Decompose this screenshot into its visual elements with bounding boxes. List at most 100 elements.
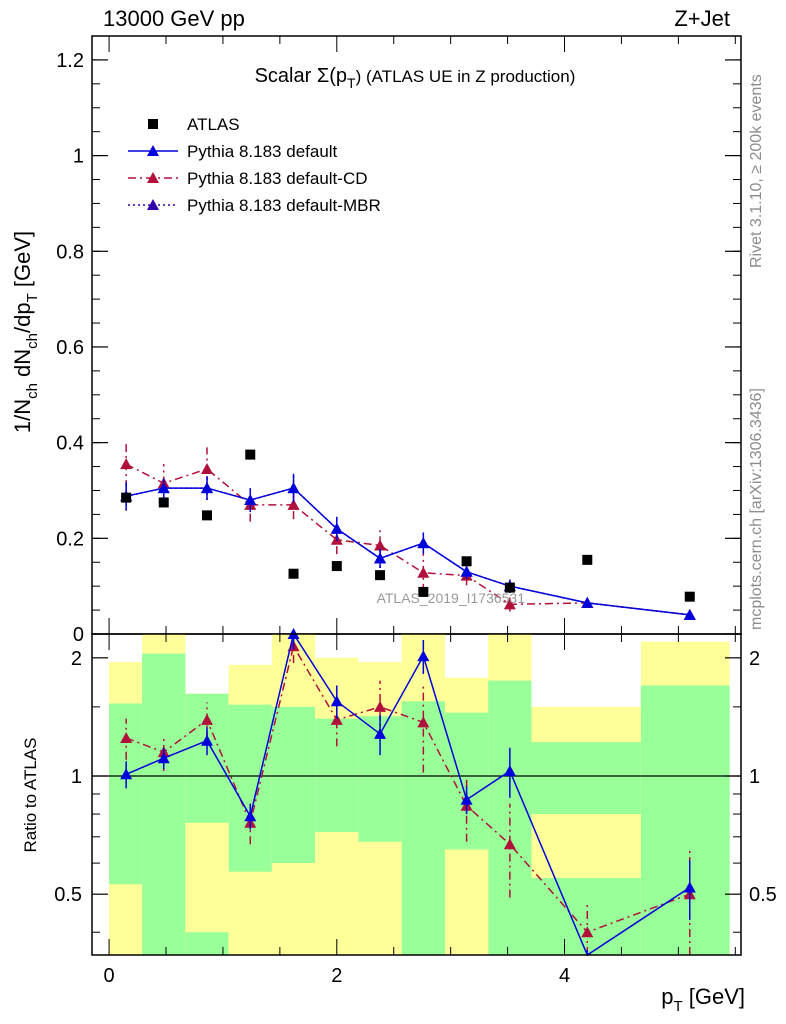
main-plot-panel: 0 0.2 0.4 0.6 0.8 1 1.2 Scalar Σ(pT) (ATLAS UE…: [10, 35, 742, 646]
ratio-frame: [91, 633, 742, 956]
data-point-triangle: [287, 482, 300, 494]
atlas-data-point: [504, 582, 515, 593]
y-tick-label: 0.6: [56, 337, 84, 359]
series-line-2: [125, 463, 690, 616]
data-point-triangle: [330, 522, 343, 534]
uncertainty-band-inner: [109, 703, 143, 895]
data-point-triangle: [287, 498, 300, 510]
series-line-1: [125, 487, 690, 616]
uncertainty-band-inner: [640, 685, 730, 955]
data-point-triangle: [460, 565, 473, 577]
uncertainty-band-outer: [444, 849, 489, 955]
atlas-data-point: [121, 492, 132, 503]
x-tick-label: 2: [331, 965, 342, 987]
y-tick-label: 1: [73, 146, 84, 168]
data-point-triangle: [244, 494, 257, 506]
uncertainty-band-outer: [358, 841, 402, 955]
ratio-data-point: [120, 768, 133, 780]
atlas-data-point: [245, 449, 256, 460]
legend-entry-label: Pythia 8.183 default-CD: [187, 169, 368, 188]
legend: ATLAS Pythia 8.183 default Pythia 8.183 de…: [128, 115, 381, 215]
energy-label: 13000 GeV pp: [103, 6, 245, 31]
uncertainty-band-inner: [401, 701, 445, 955]
legend-marker: [148, 119, 158, 129]
legend-entry-label: Pythia 8.183 default: [187, 142, 338, 161]
uncertainty-band-inner: [315, 718, 359, 833]
ratio-data-point: [683, 881, 696, 893]
plot-title: Scalar Σ(pT) (ATLAS UE in Z production): [255, 65, 576, 91]
x-tick-label: 4: [559, 965, 570, 987]
ratio-data-point: [330, 713, 343, 725]
x-axis-label: pT [GeV]: [661, 984, 745, 1015]
ratio-y-tick-label: 2: [71, 648, 82, 670]
legend-entry-label: ATLAS: [187, 115, 240, 134]
uncertainty-band-outer: [228, 871, 272, 955]
legend-entry-label: Pythia 8.183 default-MBR: [187, 196, 381, 215]
y-axis-label: 1/Nch dNch/dpT [GeV]: [10, 231, 41, 433]
ratio-data-point: [244, 810, 257, 822]
data-point-triangle: [120, 458, 133, 470]
uncertainty-band-outer: [109, 884, 143, 955]
uncertainty-band-outer: [271, 863, 316, 955]
ratio-y-tick-label-right: 0.5: [749, 884, 777, 906]
ratio-data-point: [374, 727, 387, 739]
y-tick-label: 0.4: [56, 433, 84, 455]
ratio-data-point: [503, 838, 516, 850]
ratio-y-tick-label-right: 1: [749, 766, 760, 788]
atlas-data-point: [158, 497, 169, 508]
ratio-data-point: [503, 764, 516, 776]
uncertainty-band-inner: [271, 706, 316, 864]
ratio-data-point: [200, 734, 213, 746]
ratio-data-point: [581, 926, 594, 938]
y-tick-label: 0: [73, 624, 84, 646]
process-label: Z+Jet: [674, 6, 730, 31]
atlas-data-point: [288, 568, 299, 579]
mcplots-label: mcplots.cern.ch [arXiv:1306.3436]: [748, 388, 765, 630]
uncertainty-band-outer: [315, 832, 359, 955]
ratio-y-tick-label: 0.5: [54, 884, 82, 906]
ratio-data-point: [200, 713, 213, 725]
ratio-y-axis-label: Ratio to ATLAS: [21, 738, 40, 853]
y-tick-label: 1.2: [56, 50, 84, 72]
ratio-data-point: [157, 752, 170, 764]
ratio-data-point: [330, 695, 343, 707]
data-point-triangle: [374, 552, 387, 564]
legend-marker: [147, 172, 159, 183]
legend-marker: [147, 199, 159, 210]
data-point-triangle: [503, 598, 516, 610]
ratio-y-tick-label-right: 2: [749, 648, 760, 670]
data-point-triangle: [200, 462, 213, 474]
data-point-triangle: [417, 566, 430, 578]
ratio-data-point: [374, 700, 387, 712]
rivet-label: Rivet 3.1.10, ≥ 200k events: [748, 74, 765, 268]
atlas-data-point: [461, 556, 472, 567]
ratio-series-line-1: [125, 644, 691, 934]
analysis-watermark: ATLAS_2019_I1736531: [377, 590, 526, 606]
ratio-data-point: [417, 650, 430, 662]
ratio-series-line-0: [125, 632, 691, 957]
atlas-data-point: [582, 554, 593, 565]
data-point-triangle: [683, 608, 696, 620]
x-tick-label: 0: [104, 965, 115, 987]
data-point-triangle: [417, 537, 430, 549]
atlas-data-point: [418, 586, 429, 597]
uncertainty-band-outer: [531, 814, 641, 878]
uncertainty-band-outer: [185, 822, 229, 933]
atlas-data-point: [375, 570, 386, 581]
ratio-data-point: [460, 793, 473, 805]
data-point-triangle: [200, 482, 213, 494]
ratio-y-tick-label: 1: [71, 766, 82, 788]
atlas-data-point: [684, 591, 695, 602]
y-tick-label: 0.8: [56, 241, 84, 263]
ratio-data-point: [417, 716, 430, 728]
uncertainty-band-inner: [142, 653, 186, 955]
atlas-data-point: [201, 510, 212, 521]
legend-marker: [147, 145, 159, 156]
data-point-triangle: [157, 482, 170, 494]
ratio-plot-panel: 0.5 0.5 1 1 2 2 0 2 4 Ratio to ATLAS pT [GeV]: [21, 628, 777, 1015]
data-point-triangle: [581, 596, 594, 608]
y-tick-label: 0.2: [56, 528, 84, 550]
atlas-data-point: [331, 561, 342, 572]
data-point-triangle: [374, 539, 387, 551]
